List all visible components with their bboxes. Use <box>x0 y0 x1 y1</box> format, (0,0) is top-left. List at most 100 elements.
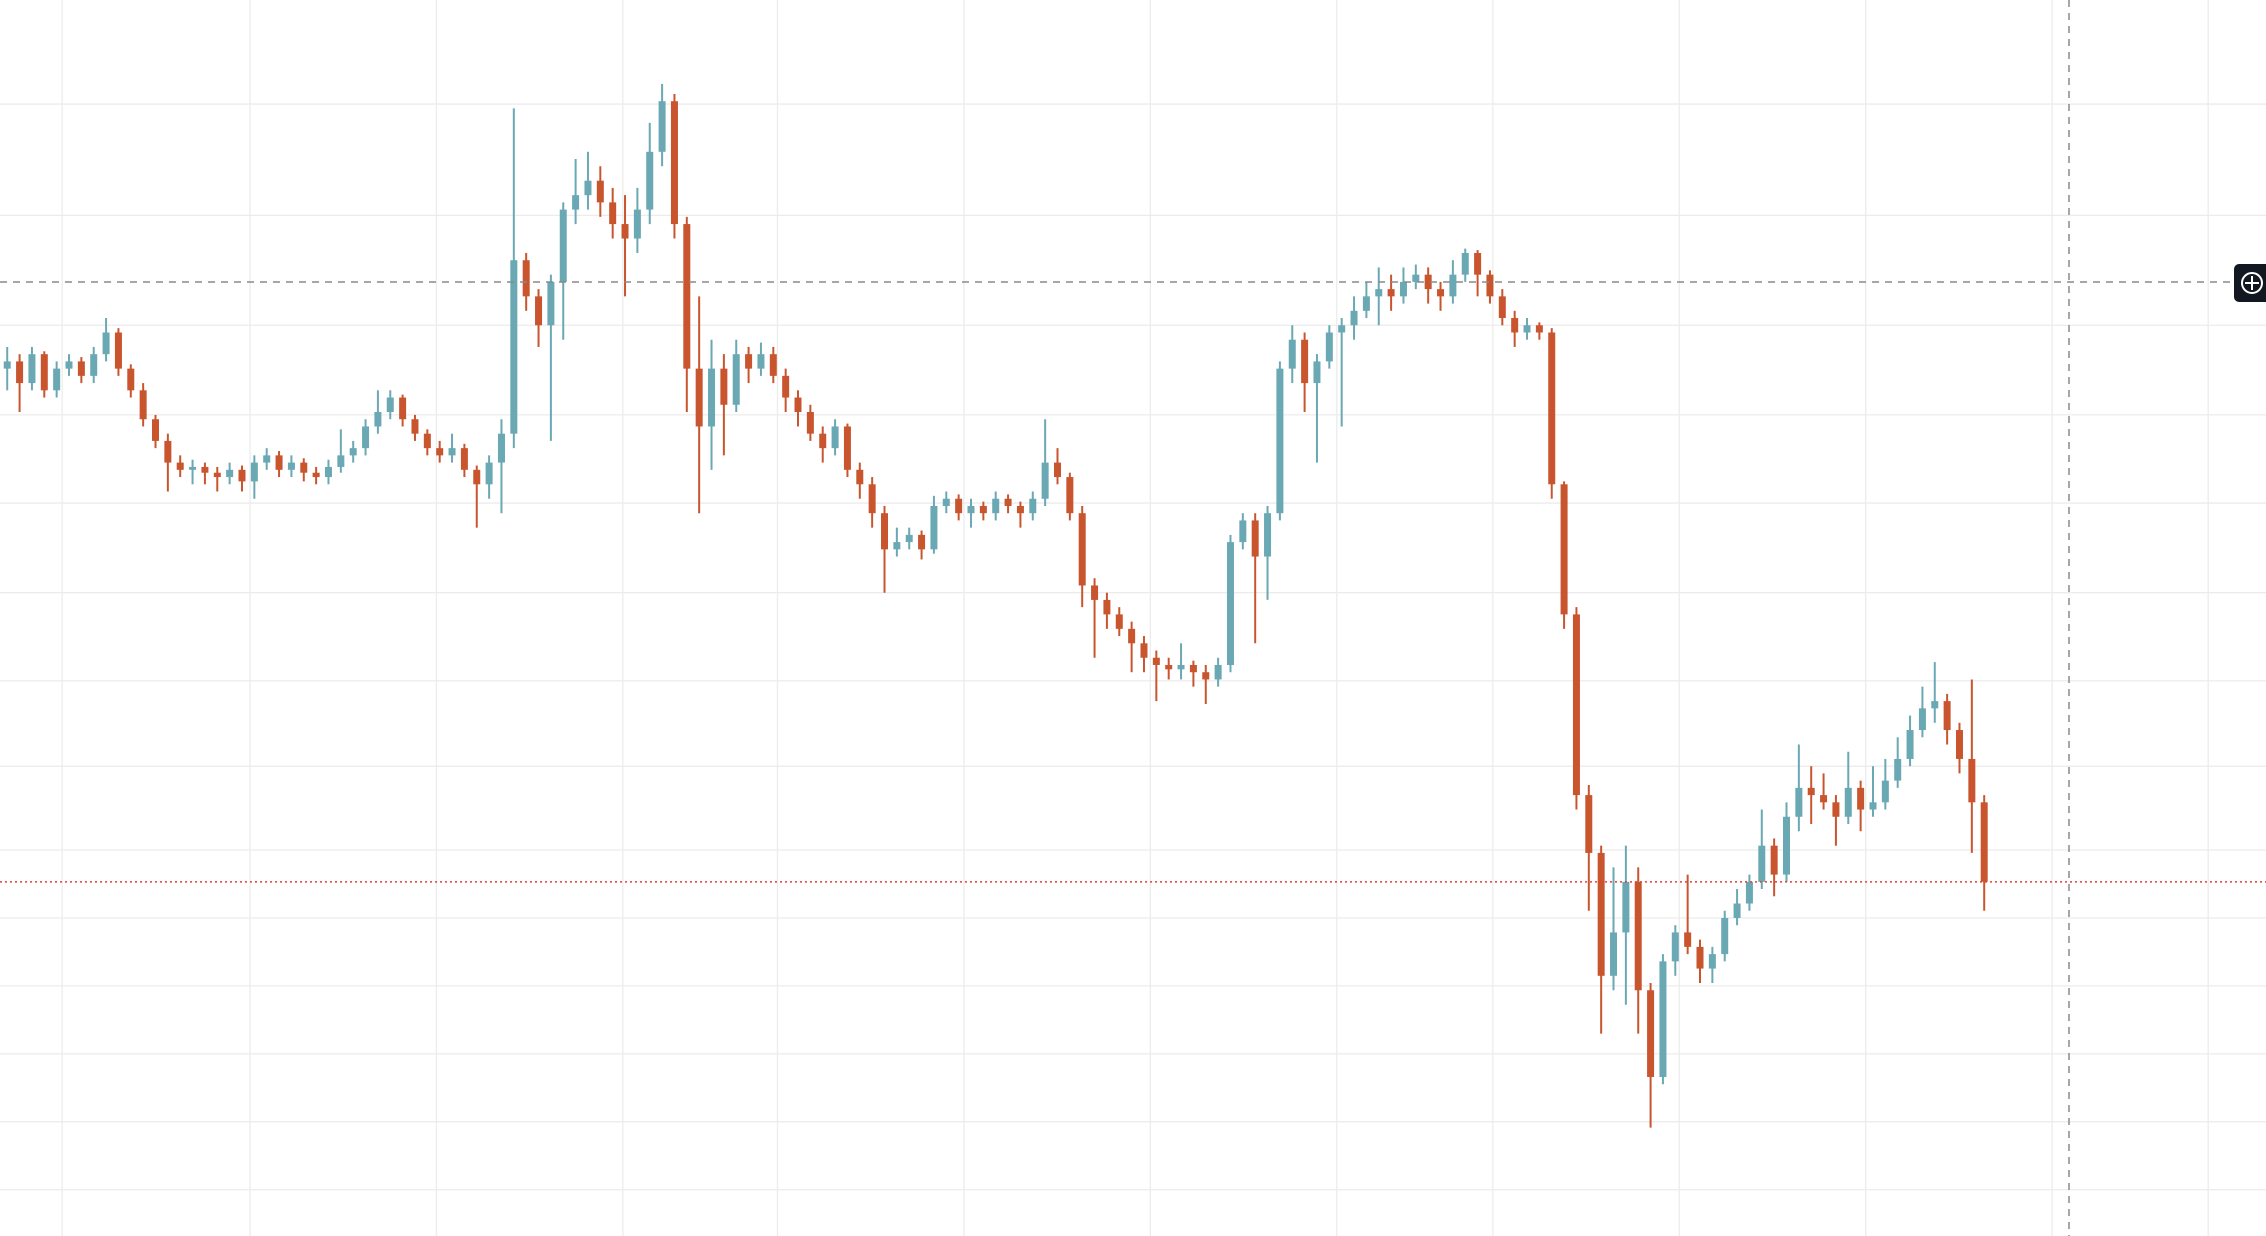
candle-body <box>1807 787 1815 796</box>
candle-body <box>1955 730 1963 759</box>
candle-body <box>522 260 530 297</box>
candle-body <box>1610 932 1618 976</box>
candle-body <box>1226 542 1234 665</box>
candle-body <box>1721 917 1729 955</box>
candle-body <box>1943 701 1951 731</box>
candle-body <box>1115 614 1123 629</box>
candle-body <box>572 195 580 210</box>
candle-body <box>1980 802 1988 882</box>
candle-body <box>1066 477 1074 514</box>
candle-body <box>300 462 308 473</box>
candle-body <box>1535 325 1543 333</box>
candle-body <box>1931 701 1939 709</box>
candle-body <box>1733 903 1741 918</box>
candle-body <box>1387 289 1395 297</box>
candles <box>3 83 1988 1128</box>
candle-body <box>1560 484 1568 615</box>
candle-body <box>942 498 950 506</box>
candle-body <box>1338 325 1346 333</box>
candle-body <box>1881 780 1889 803</box>
candle-body <box>547 281 555 326</box>
candle-body <box>658 101 666 152</box>
candle-body <box>708 368 716 427</box>
candle-body <box>1214 664 1222 680</box>
candle-body <box>1165 664 1173 670</box>
candle-body <box>881 513 889 550</box>
candle-body <box>1264 513 1272 557</box>
candle-body <box>1894 758 1902 781</box>
candle-body <box>65 361 73 369</box>
candle-body <box>1708 954 1716 969</box>
candle-body <box>757 354 765 369</box>
candle-body <box>1288 339 1296 369</box>
add-icon <box>2241 272 2263 294</box>
candle-body <box>114 332 122 369</box>
candle-body <box>1548 332 1556 485</box>
candle-body <box>1375 289 1383 297</box>
candle-body <box>1103 599 1111 615</box>
candle-body <box>1622 881 1630 933</box>
candle-body <box>794 397 802 412</box>
candle-body <box>1041 462 1049 499</box>
candle-body <box>1152 657 1160 665</box>
candle-body <box>806 412 814 434</box>
candle-body <box>1350 310 1358 326</box>
candle-body <box>905 534 913 543</box>
candle-body <box>1004 498 1012 506</box>
candle-body <box>275 455 283 470</box>
candle-body <box>1820 795 1828 803</box>
candle-body <box>201 466 209 473</box>
candle-body <box>1239 520 1247 543</box>
candle-body <box>423 433 431 449</box>
candle-body <box>769 354 777 376</box>
candle-body <box>287 462 295 470</box>
candle-body <box>646 151 654 210</box>
candle-body <box>448 448 456 456</box>
candle-body <box>164 440 172 463</box>
candle-body <box>510 260 518 434</box>
candle-body <box>559 209 567 282</box>
candle-body <box>1758 845 1766 882</box>
candle-body <box>1634 881 1642 991</box>
candle-body <box>349 448 357 456</box>
candle-body <box>1474 252 1482 275</box>
candle-body <box>584 180 592 196</box>
candle-body <box>1251 520 1259 557</box>
candle-body <box>1572 614 1580 796</box>
candle-body <box>1906 730 1914 759</box>
candle-body <box>151 419 159 441</box>
candle-body <box>1844 787 1852 817</box>
candle-body <box>40 354 48 391</box>
candle-body <box>1202 672 1210 680</box>
candle-body <box>337 455 345 467</box>
candle-body <box>670 101 678 225</box>
candle-body <box>1523 325 1531 333</box>
candle-body <box>745 354 753 369</box>
candle-body <box>139 390 147 420</box>
candle-body <box>485 462 493 485</box>
candle-body <box>411 419 419 434</box>
candle-body <box>189 466 197 470</box>
candle-body <box>1189 664 1197 673</box>
candle-body <box>324 466 332 478</box>
candle-body <box>263 455 271 463</box>
candle-body <box>3 361 11 369</box>
candle-body <box>1511 318 1519 333</box>
candle-body <box>1449 274 1457 297</box>
candle-body <box>77 361 85 376</box>
candle-body <box>1918 708 1926 731</box>
candle-body <box>1745 881 1753 904</box>
candle-body <box>1140 643 1148 658</box>
candle-body <box>473 469 481 485</box>
candle-body <box>1325 332 1333 362</box>
candle-body <box>238 469 246 482</box>
candle-body <box>720 368 728 405</box>
candle-body <box>967 505 975 514</box>
candle-body <box>127 368 135 391</box>
candle-body <box>362 426 370 449</box>
add-button[interactable] <box>2234 264 2266 302</box>
candle-body <box>856 469 864 485</box>
candle-body <box>918 534 926 550</box>
